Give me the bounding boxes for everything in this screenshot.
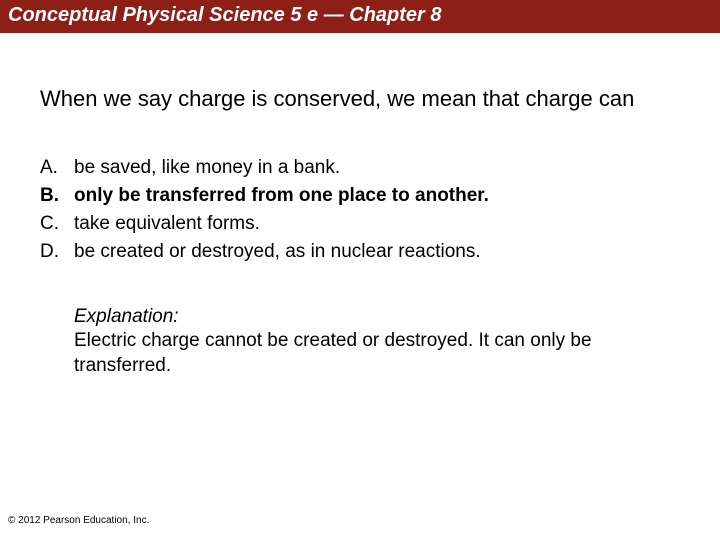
content-area: When we say charge is conserved, we mean… <box>0 85 720 379</box>
answer-text: be saved, like money in a bank. <box>74 157 680 179</box>
answer-letter: B. <box>40 185 74 207</box>
answer-list: A.be saved, like money in a bank.B.only … <box>40 157 680 263</box>
header-title: Conceptual Physical Science 5 e — Chapte… <box>8 4 712 27</box>
explanation-label: Explanation: <box>74 306 179 327</box>
explanation-label-text: Explanation <box>74 306 173 327</box>
answer-letter: C. <box>40 213 74 235</box>
answer-text: be created or destroyed, as in nuclear r… <box>74 241 680 263</box>
slide: Conceptual Physical Science 5 e — Chapte… <box>0 0 720 540</box>
answer-letter: D. <box>40 241 74 263</box>
answer-text: take equivalent forms. <box>74 213 680 235</box>
copyright-text: © 2012 Pearson Education, Inc. <box>8 515 149 526</box>
answer-letter: A. <box>40 157 74 179</box>
explanation-text: Electric charge cannot be created or des… <box>74 330 592 376</box>
answer-text: only be transferred from one place to an… <box>74 185 680 207</box>
question-text: When we say charge is conserved, we mean… <box>40 85 680 113</box>
explanation-block: Explanation: Electric charge cannot be c… <box>74 305 680 379</box>
header-bar: Conceptual Physical Science 5 e — Chapte… <box>0 0 720 33</box>
